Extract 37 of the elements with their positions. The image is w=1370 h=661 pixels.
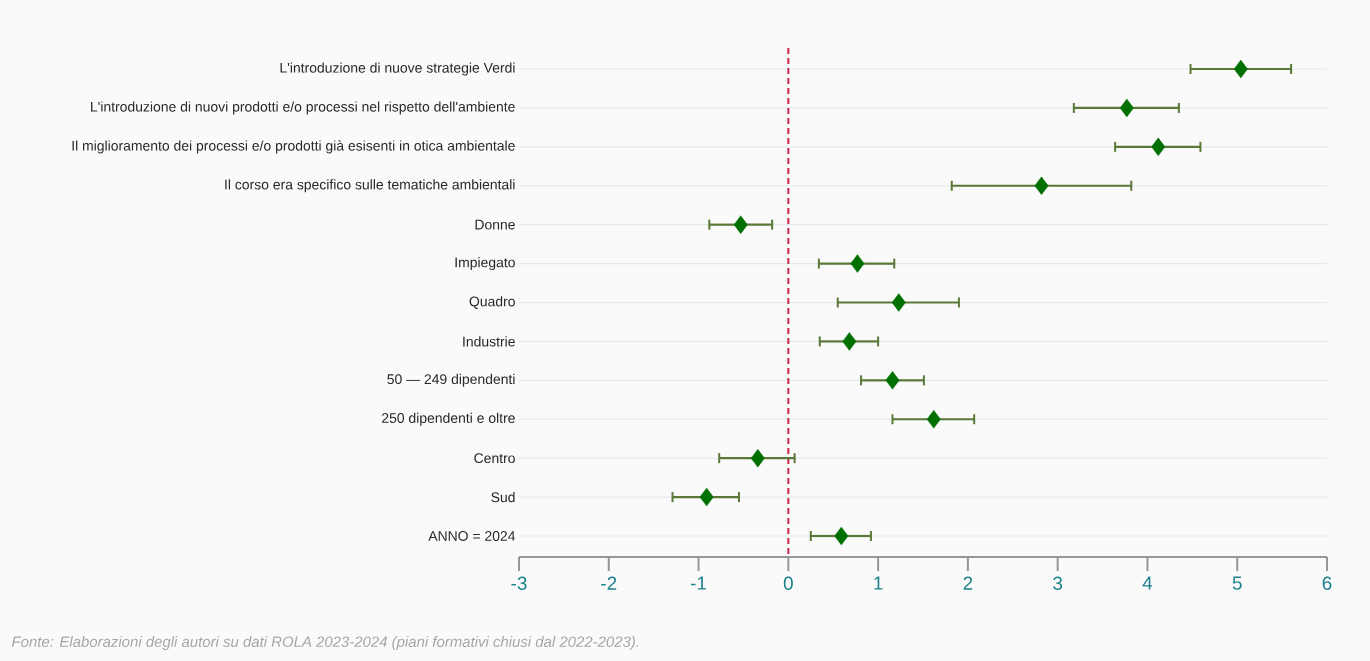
point [850,254,865,273]
x-tick-label: 4 [1142,576,1153,590]
point [834,526,849,546]
point [699,487,714,507]
point [842,332,857,351]
x-tick-label: -1 [690,576,707,590]
y-tick-label: Sud [491,491,515,503]
source-note: Fonte: Elaborazioni degli autori su dati ROLA 2023-2024 (piani formativi chiusi dal 2022-2023). [11,636,639,650]
x-tick-label: -3 [511,576,527,590]
x-tick-label: 3 [1053,576,1063,590]
point [885,371,900,390]
point [1233,59,1248,79]
point [891,293,906,312]
y-tick-label: Il miglioramento dei processi e/o prodotti già esisenti in otica ambientale [72,140,515,154]
x-tick-label: 5 [1232,576,1242,590]
y-tick-label: 50 — 249 dipendenti [387,373,515,387]
x-tick-label: 0 [783,576,793,590]
point [926,410,941,429]
y-tick-label: ANNO = 2024 [428,531,516,541]
y-tick-label: Donne [475,219,515,230]
y-tick-label: L'introduzione di nuovi prodotti e/o processi nel rispetto dell'ambiente [91,101,515,115]
point [733,215,748,234]
x-tick-label: 1 [874,576,883,590]
point [1151,137,1166,157]
point [1119,98,1134,118]
y-tick-label: Centro [474,453,515,464]
point [1034,176,1049,195]
x-tick-label: -2 [601,576,617,590]
y-tick-label: L'introduzione di nuove strategie Verdi [280,62,515,76]
y-tick-label: Impiegato [455,257,515,271]
y-tick-label: 250 dipendenti e oltre [382,412,515,426]
y-tick-label: Industrie [463,336,515,347]
x-tick-label: 6 [1322,576,1332,590]
y-tick-label: Quadro [469,296,515,309]
x-tick-label: 2 [963,576,973,590]
y-tick-label: Il corso era specifico sulle tematiche ambientali [225,179,515,193]
point [750,448,765,468]
